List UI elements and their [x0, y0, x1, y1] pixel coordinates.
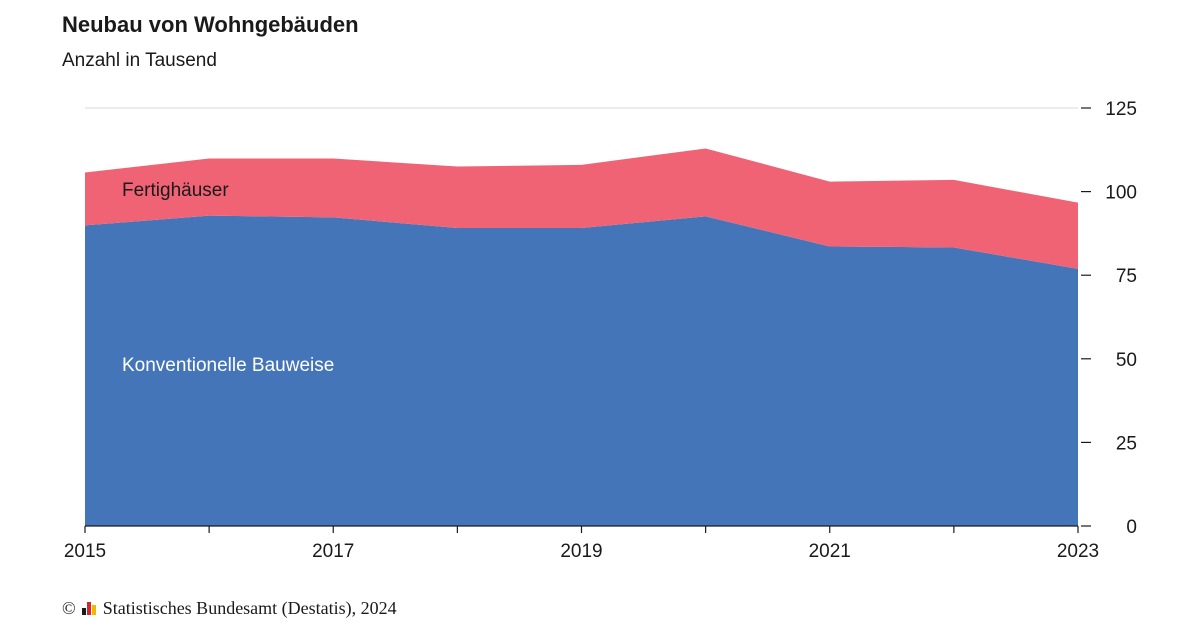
x-tick-label: 2023	[1057, 541, 1099, 562]
y-tick-label: 75	[1116, 266, 1137, 287]
y-tick-label: 125	[1105, 99, 1137, 120]
series-label: Fertighäuser	[122, 180, 229, 201]
x-tick-label: 2021	[809, 541, 851, 562]
series-label: Konventionelle Bauweise	[122, 355, 334, 376]
y-tick-label: 100	[1105, 183, 1137, 204]
chart-subtitle: Anzahl in Tausend	[62, 50, 217, 71]
x-tick-label: 2015	[64, 541, 106, 562]
source-footer: © Statistisches Bundesamt (Destatis), 20…	[62, 598, 397, 619]
x-tick-label: 2019	[560, 541, 602, 562]
destatis-logo-icon	[81, 601, 96, 615]
area-series-1	[85, 148, 1078, 269]
source-text: Statistisches Bundesamt (Destatis), 2024	[102, 598, 397, 618]
copyright-symbol: ©	[62, 598, 76, 618]
x-tick-label: 2017	[312, 541, 354, 562]
chart-title: Neubau von Wohngebäuden	[62, 12, 359, 37]
area-series-0	[85, 215, 1078, 526]
y-tick-label: 25	[1116, 433, 1137, 454]
y-tick-label: 50	[1116, 350, 1137, 371]
y-tick-label: 0	[1126, 517, 1137, 538]
